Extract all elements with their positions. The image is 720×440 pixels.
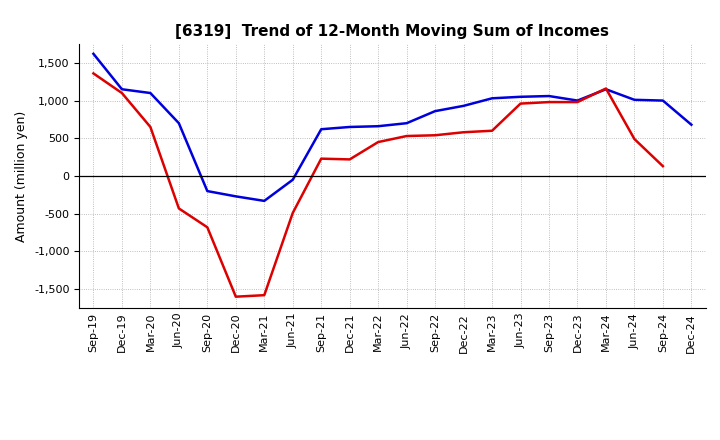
Ordinary Income (573, 98, 582, 103)
Net Income (459, 130, 468, 135)
Net Income (374, 139, 382, 145)
Net Income (573, 99, 582, 105)
Ordinary Income (402, 121, 411, 126)
Ordinary Income (545, 93, 554, 99)
Net Income (146, 125, 155, 130)
Net Income (174, 206, 183, 211)
Ordinary Income (687, 122, 696, 127)
Net Income (232, 294, 240, 299)
Net Income (260, 293, 269, 298)
Net Income (431, 132, 439, 138)
Line: Net Income: Net Income (94, 73, 663, 297)
Net Income (117, 90, 126, 95)
Ordinary Income (516, 94, 525, 99)
Net Income (602, 86, 611, 91)
Ordinary Income (317, 127, 325, 132)
Net Income (659, 164, 667, 169)
Net Income (487, 128, 496, 133)
Net Income (545, 99, 554, 105)
Ordinary Income (232, 194, 240, 199)
Net Income (402, 133, 411, 139)
Ordinary Income (346, 125, 354, 130)
Ordinary Income (289, 177, 297, 183)
Ordinary Income (260, 198, 269, 204)
Ordinary Income (374, 124, 382, 129)
Ordinary Income (487, 95, 496, 101)
Ordinary Income (89, 51, 98, 56)
Ordinary Income (659, 98, 667, 103)
Ordinary Income (174, 121, 183, 126)
Ordinary Income (203, 188, 212, 194)
Net Income (516, 101, 525, 106)
Ordinary Income (459, 103, 468, 109)
Net Income (203, 225, 212, 230)
Net Income (289, 210, 297, 216)
Net Income (317, 156, 325, 161)
Net Income (89, 71, 98, 76)
Ordinary Income (431, 109, 439, 114)
Net Income (630, 136, 639, 142)
Ordinary Income (630, 97, 639, 103)
Net Income (346, 157, 354, 162)
Ordinary Income (146, 90, 155, 95)
Ordinary Income (117, 87, 126, 92)
Line: Ordinary Income: Ordinary Income (94, 54, 691, 201)
Y-axis label: Amount (million yen): Amount (million yen) (15, 110, 28, 242)
Ordinary Income (602, 87, 611, 92)
Title: [6319]  Trend of 12-Month Moving Sum of Incomes: [6319] Trend of 12-Month Moving Sum of I… (176, 24, 609, 39)
